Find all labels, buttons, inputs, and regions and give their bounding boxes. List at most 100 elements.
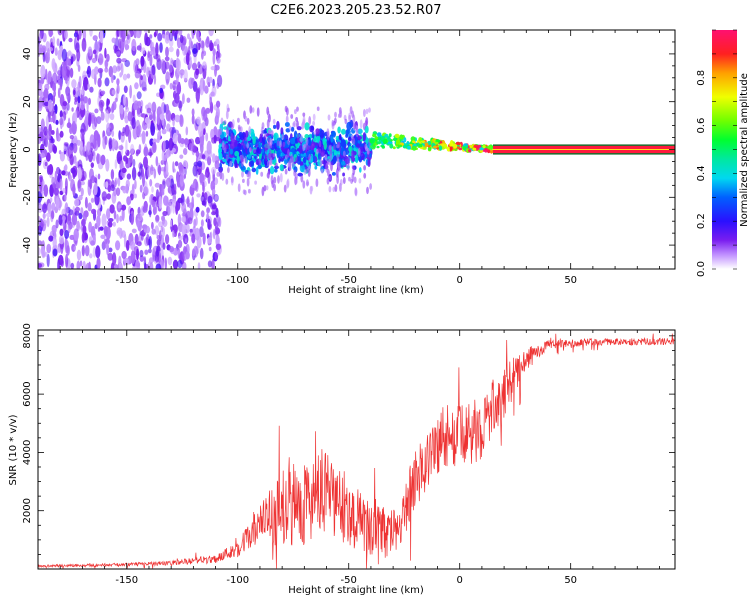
spectrogram-cell <box>207 156 212 166</box>
spectrogram-cell <box>201 154 206 160</box>
spectrogram-cell <box>131 166 137 181</box>
spectrogram-cell <box>152 142 157 153</box>
spectrogram-cell <box>216 43 220 51</box>
spectrogram-cell <box>90 197 95 203</box>
spectrogram-cell <box>365 108 369 115</box>
spectrogram-cell <box>61 170 66 176</box>
spectrogram-cell <box>355 127 359 138</box>
spectrogram-cell <box>74 198 80 207</box>
spectrogram-cell <box>63 75 68 81</box>
spectrogram-cell <box>272 152 276 158</box>
spectrogram-cell <box>96 153 100 165</box>
spectrogram-cell <box>136 91 142 100</box>
spectrogram-cell <box>277 175 280 184</box>
spectrogram-cell <box>276 140 280 147</box>
spectrogram-cell <box>279 140 282 148</box>
spectrogram-cell <box>296 156 302 165</box>
spectrogram-cell <box>293 120 296 128</box>
spectrogram-cell <box>152 247 156 262</box>
spectrogram-cell <box>158 196 163 209</box>
spectrogram-cell <box>266 106 270 116</box>
y-tick-label: 0 <box>22 146 33 152</box>
spectrogram-cell <box>81 245 85 257</box>
spectrogram-cell <box>295 157 298 163</box>
spectrogram-cell <box>326 177 330 185</box>
spectrogram-cell <box>449 146 453 151</box>
spectrogram-cell <box>154 182 161 188</box>
spectrogram-cell <box>43 184 49 197</box>
spectrogram-cell <box>255 166 259 175</box>
spectrogram-cell <box>300 175 304 183</box>
spectrogram-cell <box>215 243 222 250</box>
spectrogram-cell <box>133 60 138 73</box>
spectrogram-cell <box>177 197 183 204</box>
spectrogram-cell <box>111 103 115 113</box>
colorbar-tick-label: 0.2 <box>696 213 707 229</box>
spectrogram-cell <box>116 213 119 224</box>
spectrogram-cell <box>179 154 184 159</box>
spectrogram-cell <box>291 161 295 168</box>
spectrogram-cell <box>76 249 82 261</box>
spectrogram-cell <box>162 34 166 39</box>
spectrogram-cell <box>163 154 167 162</box>
spectrogram-cell <box>179 114 184 127</box>
spectrogram-cell <box>104 77 110 87</box>
spectrogram-cell <box>112 65 118 74</box>
spectrogram-cell <box>299 164 305 173</box>
spectrogram-cell <box>156 239 161 247</box>
spectrogram-cell <box>345 133 349 138</box>
spectrogram-cell <box>243 143 246 149</box>
spectrogram-cell <box>210 180 216 191</box>
spectrogram-cell <box>336 174 339 185</box>
spectrogram-cell <box>308 116 312 125</box>
spectrogram-cell <box>94 108 99 114</box>
spectrogram-cell <box>376 132 382 137</box>
spectrogram-cell <box>148 257 154 264</box>
spectrogram-cell <box>237 117 240 123</box>
spectrogram-cell <box>290 126 295 132</box>
spectrogram-cell <box>375 136 378 140</box>
spectrogram-cell <box>290 114 294 119</box>
spectrogram-cell <box>274 139 277 144</box>
spectrogram-cell <box>103 181 107 188</box>
spectrogram-cell <box>218 152 223 161</box>
spectrogram-cell <box>336 158 340 169</box>
spectrogram-cell <box>339 179 343 186</box>
spectrogram-cell <box>51 224 57 234</box>
spectrogram-cell <box>216 57 221 64</box>
spectrogram-cell <box>77 166 82 178</box>
spectrogram-cell <box>284 168 288 175</box>
spectrogram-cell <box>197 160 203 167</box>
spectrogram-cell <box>188 77 194 89</box>
spectrogram-cell <box>55 196 60 209</box>
spectrogram-cell <box>291 156 295 163</box>
spectrogram-cell <box>195 136 201 145</box>
spectrogram-cell <box>191 196 194 210</box>
spectrogram-cell <box>174 161 179 167</box>
spectrogram-cell <box>180 138 185 145</box>
spectrogram-cell <box>363 109 366 117</box>
spectrogram-cell <box>80 100 86 111</box>
spectrogram-cell <box>168 137 174 151</box>
spectrogram-cell <box>101 191 108 201</box>
spectrogram-cell <box>195 150 200 158</box>
spectrogram-cell <box>248 170 252 180</box>
spectrogram-cell <box>135 31 140 39</box>
spectrogram-cell <box>268 113 271 123</box>
spectrogram-cell <box>81 38 87 52</box>
spectrogram-cell <box>86 97 89 112</box>
spectrogram-cell <box>139 249 144 258</box>
spectrogram-cell <box>287 162 291 168</box>
spectrogram-cell <box>138 166 143 180</box>
spectrogram-cell <box>64 30 68 40</box>
spectrogram-cell <box>319 129 325 138</box>
spectrogram-cell <box>334 111 337 118</box>
spectrogram-cell <box>90 162 95 169</box>
spectrogram-cell <box>358 143 364 147</box>
spectrogram-cell <box>120 171 124 177</box>
spectrogram-cell <box>366 186 369 195</box>
spectrogram-cell <box>367 159 371 167</box>
spectrogram-cell <box>145 36 151 47</box>
spectrogram-cell <box>258 159 262 164</box>
spectrogram-cell <box>357 147 361 158</box>
